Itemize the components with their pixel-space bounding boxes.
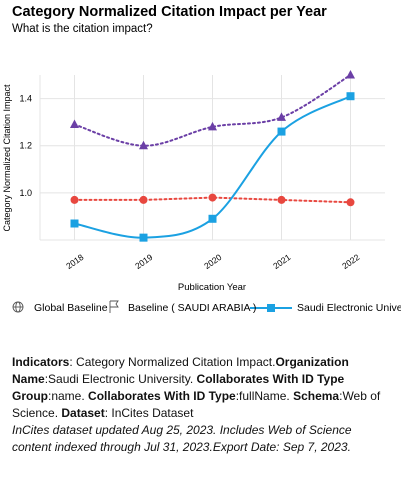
- y-tick-label: 1.4: [19, 94, 32, 104]
- legend: Global Baseline Baseline ( SAUDI ARABIA …: [12, 300, 401, 314]
- x-tick-label: 2018: [64, 252, 85, 271]
- chart-title: Category Normalized Citation Impact per …: [12, 4, 327, 20]
- footnote: InCites dataset updated Aug 25, 2023. In…: [12, 423, 352, 454]
- point: [139, 233, 148, 242]
- point: [346, 70, 355, 79]
- note-text: : InCites Dataset: [104, 406, 194, 420]
- notes: Indicators: Category Normalized Citation…: [12, 354, 392, 456]
- point: [208, 193, 217, 202]
- point: [70, 195, 79, 204]
- x-tick-label: 2019: [133, 252, 154, 271]
- chart: Category Normalized Citation Impact per …: [2, 4, 401, 314]
- note-text: :Web of Science.: [12, 389, 381, 420]
- point: [139, 195, 148, 204]
- note-text: :Saudi Electronic University.: [44, 372, 197, 386]
- x-axis-label: Publication Year: [178, 282, 246, 293]
- point: [346, 92, 355, 101]
- series-line: [73, 196, 352, 204]
- note-text: :fullName.: [235, 389, 294, 403]
- point: [277, 127, 286, 136]
- point: [277, 195, 286, 204]
- note-label: Collaborates With ID Type Group: [12, 372, 345, 403]
- point: [208, 214, 217, 223]
- note-label: Schema: [293, 389, 340, 403]
- x-tick-label: 2020: [202, 252, 223, 271]
- chart-subtitle: What is the citation impact?: [12, 23, 153, 35]
- note-text: :name.: [48, 389, 89, 403]
- legend-icon-flag: [109, 300, 119, 313]
- y-tick-label: 1.2: [19, 141, 32, 151]
- note-label: Indicators: [12, 355, 70, 369]
- y-tick-label: 1.0: [19, 188, 32, 198]
- legend-icon-globe: [12, 301, 24, 313]
- y-axis-label: Category Normalized Citation Impact: [2, 84, 12, 232]
- point: [346, 198, 355, 207]
- point: [70, 119, 79, 128]
- legend-label: Global Baseline: [34, 302, 108, 314]
- legend-icon-line: [250, 304, 292, 312]
- point: [70, 219, 79, 228]
- x-tick-label: 2021: [271, 252, 292, 271]
- note-label: Collaborates With ID Type: [88, 389, 236, 403]
- legend-label: Saudi Electronic University: [297, 302, 401, 314]
- point: [139, 140, 148, 150]
- point: [277, 112, 286, 121]
- note-label: Dataset: [61, 406, 105, 420]
- point: [208, 121, 217, 131]
- note-label: Organization Name: [12, 355, 349, 386]
- x-tick-label: 2022: [340, 252, 361, 271]
- note-text: : Category Normalized Citation Impact.: [69, 355, 276, 369]
- legend-label: Baseline ( SAUDI ARABIA ): [128, 302, 256, 314]
